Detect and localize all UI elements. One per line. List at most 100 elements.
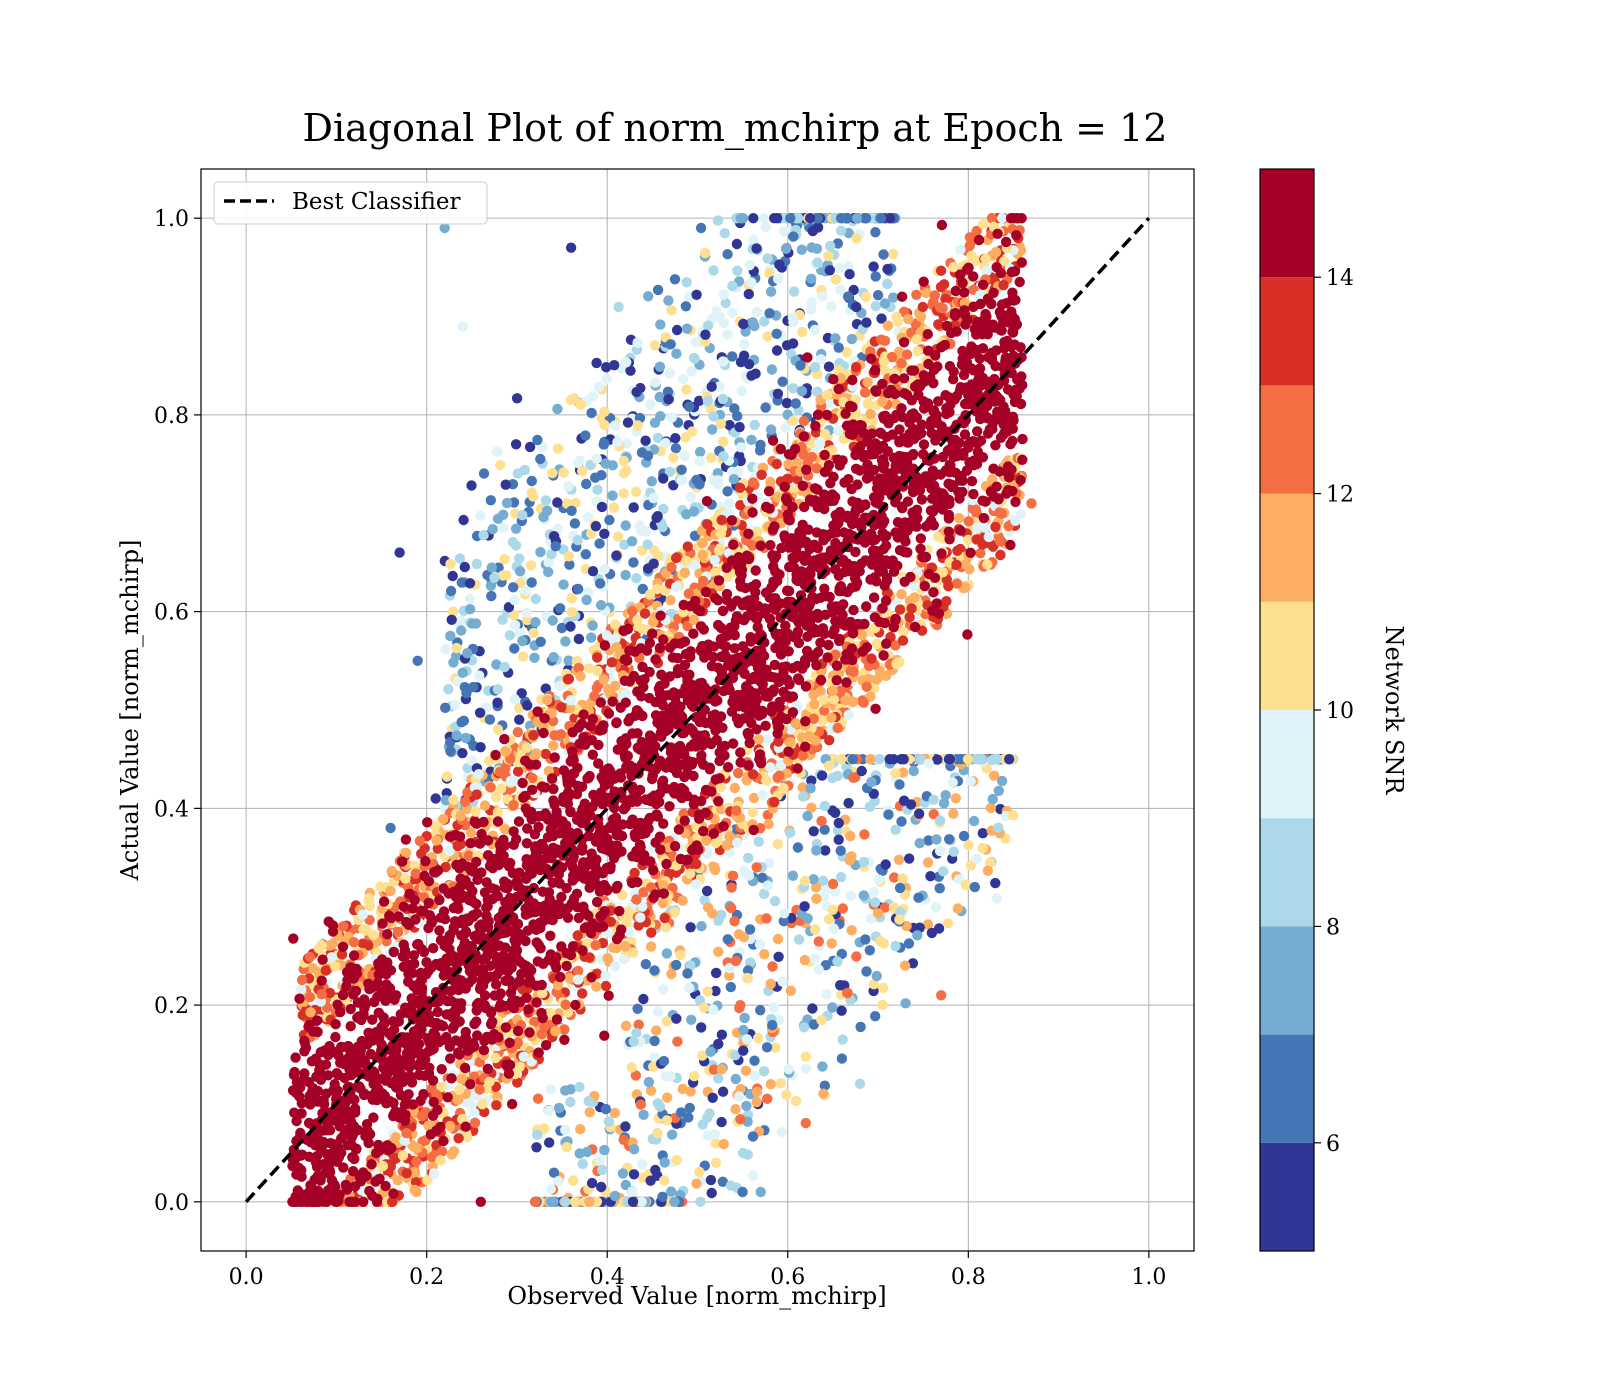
scatter-point [742,973,754,984]
scatter-point [730,1073,741,1085]
scatter-point [611,942,622,954]
scatter-point [709,554,720,566]
scatter-point [469,1107,480,1119]
scatter-point [837,903,848,914]
scatter-point [748,213,759,224]
scatter-point [584,1107,595,1118]
scatter-point [456,717,467,728]
scatter-point [953,512,965,524]
scatter-point [1005,539,1016,551]
scatter-point [803,731,815,742]
scatter-point [646,476,657,487]
scatter-point [722,486,733,497]
scatter-point [745,957,756,968]
scatter-point [661,1115,673,1126]
scatter-point [872,290,884,301]
scatter-point [628,1036,639,1047]
scatter-point [681,323,693,334]
scatter-point [565,394,576,406]
scatter-point [660,1070,671,1082]
scatter-point [835,845,846,856]
scatter-point [508,800,519,811]
scatter-point [632,337,643,348]
scatter-point [861,681,872,692]
scatter-point [911,334,922,345]
scatter-point [556,702,567,713]
scatter-point [851,233,862,244]
scatter-point [778,783,789,794]
scatter-point [828,923,839,934]
scatter-point [792,842,804,853]
scatter-point [659,1175,670,1186]
scatter-point [686,1014,697,1025]
scatter-point [618,1134,629,1146]
scatter-point [495,459,506,471]
scatter-point [459,561,470,573]
scatter-point [721,840,733,851]
scatter-point [882,278,893,290]
scatter-point [621,357,632,368]
scatter-point [652,284,664,296]
scatter-point [590,472,601,483]
scatter-point [716,514,727,526]
scatter-point [497,570,509,581]
scatter-point [440,795,452,806]
scatter-point [565,621,576,632]
scatter-point [728,539,739,550]
scatter-point [810,420,821,432]
scatter-point [357,909,368,920]
scatter-point [638,993,649,1005]
scatter-point [566,593,577,604]
scatter-point [835,284,846,295]
scatter-point [822,332,834,344]
scatter-point [768,1002,780,1013]
scatter-point [749,419,760,431]
scatter-point [484,714,496,725]
scatter-point [628,1169,640,1180]
scatter-point [601,362,612,373]
scatter-point [781,397,793,409]
scatter-point [901,349,913,360]
scatter-point [806,802,817,813]
scatter-point [575,399,587,410]
scatter-point [590,940,601,951]
scatter-point [816,1015,827,1026]
scatter-point [759,949,770,960]
scatter-point [977,828,988,839]
scatter-point [880,859,891,870]
scatter-point [561,960,572,972]
scatter-point [825,240,836,252]
scatter-point [650,654,661,665]
scatter-point [710,593,721,604]
scatter-point [677,895,688,906]
scatter-point [547,1196,558,1208]
scatter-point [890,824,901,835]
scatter-point [753,836,764,847]
scatter-point [764,308,775,319]
scatter-point [774,770,785,781]
scatter-point [591,981,602,992]
scatter-point [500,763,511,774]
scatter-point [799,875,811,887]
scatter-point [1004,754,1015,765]
scatter-point [627,606,638,617]
scatter-point [320,965,331,976]
scatter-point [574,1148,585,1159]
scatter-point [931,834,942,845]
scatter-point [712,215,724,226]
scatter-point [599,419,610,431]
scatter-point [697,1119,708,1130]
scatter-point [552,443,564,454]
scatter-point [423,876,435,887]
scatter-point [813,964,824,975]
scatter-point [478,468,490,479]
scatter-point [640,435,651,446]
scatter-point [893,854,905,865]
scatter-point [662,1092,673,1103]
scatter-point [498,522,509,533]
scatter-point [843,797,854,809]
scatter-point [512,468,523,479]
scatter-point [881,638,892,649]
scatter-point [634,520,645,531]
scatter-point [397,1150,409,1161]
